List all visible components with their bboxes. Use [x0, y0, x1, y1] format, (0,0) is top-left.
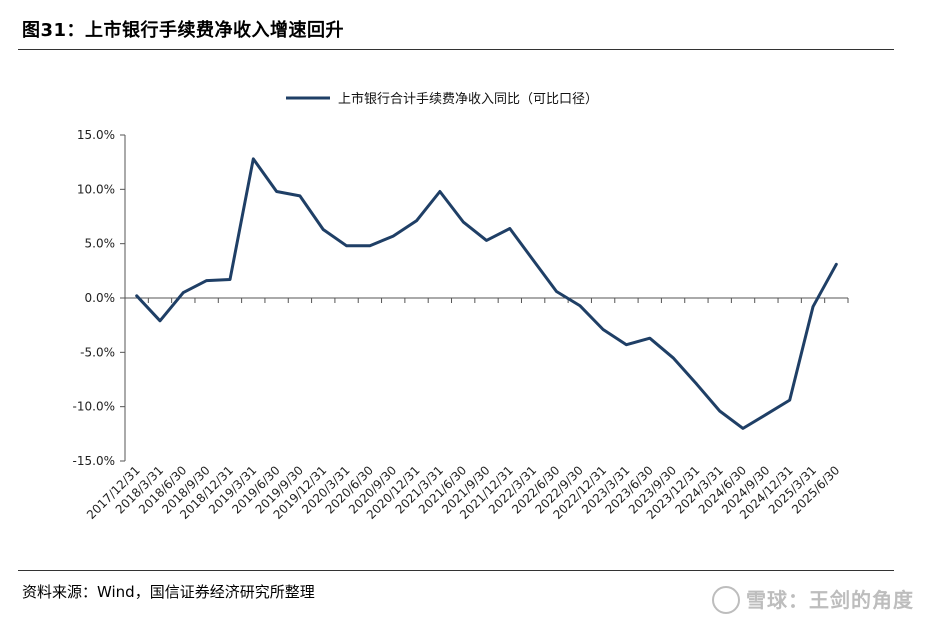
top-rule [18, 49, 894, 50]
y-tick-label: -15.0% [73, 454, 115, 468]
data-point [835, 263, 838, 266]
data-point [485, 239, 488, 242]
y-axis: 15.0% 10.0% 5.0% 0.0% -5.0% -10.0% -15.0% [73, 128, 126, 468]
data-point [275, 190, 278, 193]
data-point [345, 244, 348, 248]
data-point [695, 382, 698, 386]
watermark-text: 雪球：王剑的角度 [746, 588, 914, 612]
y-tick-label: -5.0% [80, 345, 115, 359]
series-line-0 [135, 157, 838, 430]
data-point [368, 244, 372, 248]
data-point [205, 279, 208, 282]
data-point [578, 304, 581, 307]
y-tick-label: 0.0% [85, 291, 116, 305]
y-tick-label: 15.0% [77, 128, 115, 142]
source-note: 资料来源：Wind，国信证券经济研究所整理 [22, 583, 315, 601]
data-point [601, 328, 605, 331]
y-tick-label: 10.0% [77, 182, 115, 196]
data-point [765, 413, 768, 416]
data-point [648, 337, 651, 340]
series-group [135, 157, 838, 430]
bottom-rule [18, 570, 894, 571]
data-point [158, 319, 162, 323]
figure-title: 图31：上市银行手续费净收入增速回升 [22, 20, 345, 41]
data-point [625, 343, 628, 346]
legend-label: 上市银行合计手续费净收入同比（可比口径） [338, 91, 598, 107]
data-point [322, 228, 325, 231]
data-point [228, 278, 232, 281]
data-point [182, 291, 185, 294]
data-point [461, 220, 465, 224]
data-point [811, 305, 815, 308]
data-point [671, 356, 675, 359]
data-point [788, 398, 791, 402]
data-point [531, 258, 535, 262]
data-point [298, 194, 302, 198]
y-tick-label: 5.0% [85, 237, 116, 251]
snowball-logo-icon [712, 585, 740, 614]
legend: 上市银行合计手续费净收入同比（可比口径） [286, 91, 598, 107]
data-point [718, 409, 721, 413]
data-point [508, 227, 512, 230]
data-point [415, 219, 418, 223]
data-point [252, 157, 255, 161]
x-axis: 2017/12/312018/3/312018/6/302018/9/30201… [84, 297, 849, 522]
data-point [438, 190, 442, 193]
y-tick-label: -10.0% [73, 400, 115, 414]
data-point [392, 234, 395, 238]
data-point [741, 427, 745, 430]
data-point [135, 294, 138, 298]
data-point [555, 290, 558, 293]
watermark: 雪球：王剑的角度 [712, 584, 914, 616]
